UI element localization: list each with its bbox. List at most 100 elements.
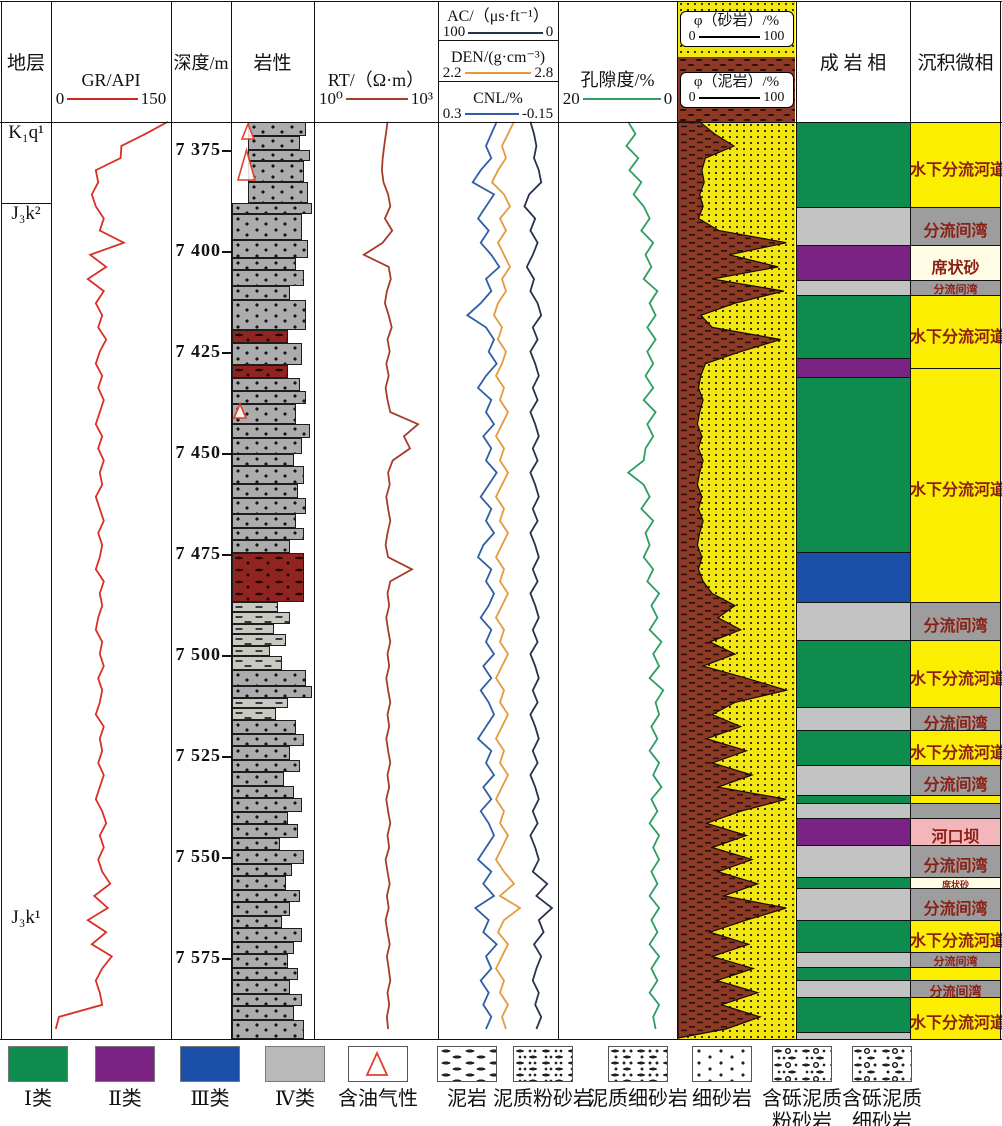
microfacies-block xyxy=(910,967,1001,980)
legend-label: Ⅳ类 xyxy=(275,1088,315,1110)
legend-label: 含油气性 xyxy=(338,1088,418,1110)
lithology-bed xyxy=(248,122,306,136)
legend-swatch-triangle xyxy=(348,1046,408,1082)
microfacies-block: 分流间湾 xyxy=(910,845,1001,877)
phi-sand-header-band: φ（砂岩）/% 0 100 xyxy=(678,1,795,57)
gr-scale: 0 150 xyxy=(56,90,166,108)
lithology-bed xyxy=(232,391,306,404)
lithology-bed xyxy=(232,1006,294,1020)
lithology-bed xyxy=(232,286,290,300)
lithology-bed xyxy=(232,864,292,876)
microfacies-block xyxy=(910,803,1001,818)
phi-mud-header-band: φ（泥岩）/% 0 100 xyxy=(678,57,795,122)
phi-sand-header-box: φ（砂岩）/% 0 100 xyxy=(679,11,794,47)
microfacies-label: 席状砂 xyxy=(941,880,969,890)
col-header-gr: GR/API 0 150 xyxy=(51,1,171,122)
lithology-bed xyxy=(232,734,304,746)
porosity-scale-line xyxy=(582,98,661,100)
lithology-bed xyxy=(232,343,302,365)
diagenetic-facies-block xyxy=(796,730,910,765)
lithology-bed xyxy=(232,746,290,760)
depth-tick xyxy=(222,251,231,253)
legend-label: 泥质粉砂岩 xyxy=(493,1088,593,1110)
lithology-bed xyxy=(232,698,288,708)
diagenetic-facies-block xyxy=(796,707,910,730)
lithology-bed xyxy=(232,686,312,698)
strat-unit-label: K₁q¹ xyxy=(8,122,44,143)
diagenetic-facies-block xyxy=(796,845,910,877)
phi-mud-max: 100 xyxy=(763,89,785,105)
microfacies-block xyxy=(910,795,1001,803)
lithology-bed xyxy=(232,466,304,484)
curve-row-min: 2.2 xyxy=(442,64,462,81)
lithology-bed xyxy=(232,942,294,954)
lithology-bed xyxy=(232,624,274,634)
legend-item: Ⅱ类 xyxy=(60,1046,190,1111)
gr-curve xyxy=(54,121,169,1030)
curve-header-row-ac: AC/（μs·ft⁻¹） 100 0 xyxy=(438,1,558,42)
column-border xyxy=(1,1,2,1039)
diagenetic-facies-block xyxy=(796,967,910,980)
depth-tick xyxy=(222,150,231,152)
col-header-ac-den-cnl: AC/（μs·ft⁻¹） 100 0 DEN/(g·cm⁻³) 2.2 2.8 CNL/% 0… xyxy=(438,1,558,122)
diag-header-label: 成 岩 相 xyxy=(819,53,887,74)
col-header-depth: 深度/m xyxy=(171,1,231,122)
microfacies-label: 分流间湾 xyxy=(923,777,988,794)
lithology-bed xyxy=(232,602,278,612)
lithology-bed xyxy=(232,270,304,286)
column-border xyxy=(1000,1,1001,1039)
legend-swatch-fill xyxy=(180,1046,240,1082)
lithology-bed xyxy=(232,634,286,646)
lithology-bed xyxy=(248,136,300,150)
microfacies-block: 分流间湾 xyxy=(910,765,1001,795)
frame-line xyxy=(0,122,1002,123)
column-border xyxy=(438,1,439,1039)
legend-item: Ⅰ类 xyxy=(0,1046,103,1111)
micro-header-label: 沉积微相 xyxy=(917,53,994,74)
curve-row-title: AC/（μs·ft⁻¹） xyxy=(447,8,549,26)
depth-header-label: 深度/m xyxy=(173,52,229,73)
microfacies-block: 分流间湾 xyxy=(910,707,1001,733)
legend-swatch-fill xyxy=(8,1046,68,1082)
microfacies-block: 分流间湾 xyxy=(910,207,1001,245)
rt-scale-line xyxy=(345,98,408,100)
curve-row-scale-line xyxy=(464,113,519,116)
lithology-bed xyxy=(232,498,306,514)
microfacies-block: 分流间湾 xyxy=(910,280,1001,296)
column-border xyxy=(677,1,678,1039)
col-header-strat: 地层 xyxy=(1,1,51,122)
lithology-bed xyxy=(232,484,298,498)
microfacies-label: 分流间湾 xyxy=(923,223,988,240)
diagenetic-facies-block xyxy=(796,358,910,377)
column-border xyxy=(558,1,559,1039)
depth-tick xyxy=(222,352,231,354)
lithology-bed xyxy=(232,876,286,890)
lithology-bed xyxy=(232,772,284,786)
phi-mud-title: φ（泥岩）/% xyxy=(693,73,780,90)
microfacies-label: 水下分流河道 xyxy=(910,161,1002,179)
diagenetic-facies-block xyxy=(796,980,910,997)
phi-mud-header-box: φ（泥岩）/% 0 100 xyxy=(679,71,794,108)
diagenetic-facies-block xyxy=(796,280,910,295)
lithology-bed xyxy=(232,656,282,670)
microfacies-label: 分流间湾 xyxy=(933,956,978,968)
depth-label: 7 450 xyxy=(175,442,221,462)
phi-mud-scale: 0 100 xyxy=(689,89,785,105)
phi-sand-max: 100 xyxy=(763,29,785,44)
depth-label: 7 400 xyxy=(175,240,221,260)
ac-curve xyxy=(523,121,554,1030)
microfacies-block: 分流间湾 xyxy=(910,980,1001,999)
lithology-bed xyxy=(232,980,290,994)
lith-header-label: 岩性 xyxy=(253,53,292,74)
lithology-bed xyxy=(232,954,288,968)
gr-scale-line xyxy=(67,98,138,100)
rt-scale: 10⁰ 10³ xyxy=(319,90,433,108)
strat-unit: J₃k² xyxy=(1,203,51,224)
gr-max: 150 xyxy=(140,89,167,108)
frame-line xyxy=(0,1,1002,2)
lithology-bed xyxy=(232,404,296,424)
lithology-bed xyxy=(232,786,294,798)
rt-max: 10³ xyxy=(410,89,434,108)
microfacies-label: 水下分流河道 xyxy=(910,1015,1002,1032)
microfacies-block: 水下分流河道 xyxy=(910,122,1002,207)
